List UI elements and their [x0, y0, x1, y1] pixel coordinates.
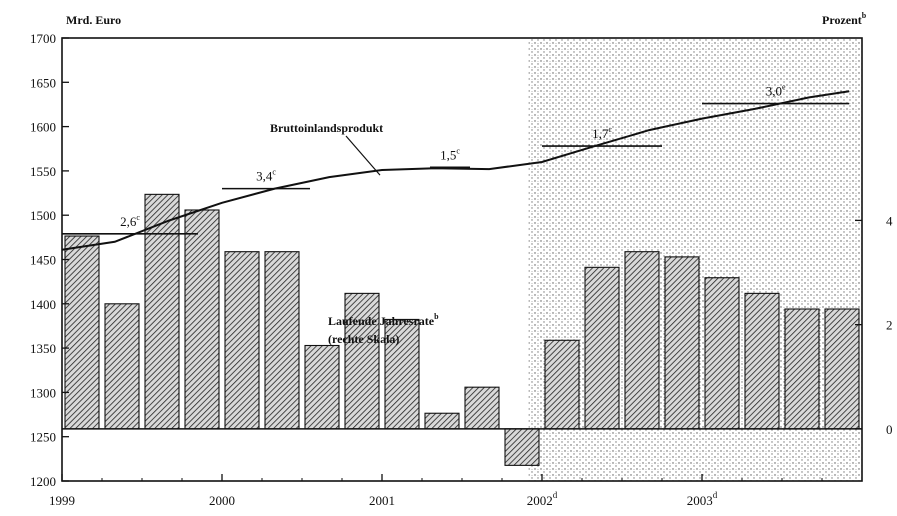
right-axis-tick-label: 4 [886, 213, 893, 228]
right-axis-title: Prozentb [822, 11, 867, 27]
axes: 1700 1650 1600 1550 1500 1450 1400 1350 1300 1250… [30, 31, 893, 508]
bar-series-label: Laufende Jahresrateb [328, 312, 439, 328]
x-axis-tick-label: 1999 [49, 493, 75, 508]
bar [224, 251, 260, 430]
bar [704, 277, 740, 430]
bar [64, 235, 100, 430]
right-axis-tick-label: 0 [886, 422, 893, 437]
bar [464, 386, 500, 430]
annual-average-label: 3,4c [256, 168, 276, 184]
left-axis-tick-label: 1350 [30, 341, 56, 356]
bar [664, 256, 700, 430]
bar [584, 266, 620, 430]
left-axis-tick-label: 1200 [30, 474, 56, 489]
annual-average-label: 1,7c [592, 125, 612, 141]
left-axis-tick-label: 1250 [30, 430, 56, 445]
left-axis-tick-label: 1400 [30, 297, 56, 312]
bar [304, 344, 340, 430]
bar [424, 412, 460, 430]
x-axis-tick-label: 2001 [369, 493, 395, 508]
bar [104, 303, 140, 430]
x-axis-tick-label: 2003d [687, 490, 718, 508]
gdp-series-label: Bruttoinlandsprodukt [270, 121, 383, 135]
bar [824, 308, 860, 430]
annual-average-label: 2,6c [120, 213, 140, 229]
bar [264, 251, 300, 430]
left-axis-title: Mrd. Euro [66, 13, 121, 27]
annual-average-lines: 2,6c 3,4c 1,5c 1,7c 3,0e [62, 83, 850, 235]
bar [544, 339, 580, 430]
x-axis-tick-label: 2002d [527, 490, 558, 508]
bar [504, 428, 540, 466]
annual-average-label: 3,0e [766, 83, 786, 99]
left-axis-tick-label: 1600 [30, 120, 56, 135]
bar-series-sublabel: (rechte Skala) [328, 332, 399, 346]
right-axis-tick-label: 2 [886, 318, 893, 333]
left-axis-tick-label: 1500 [30, 208, 56, 223]
bar [624, 251, 660, 430]
left-axis-tick-label: 1650 [30, 75, 56, 90]
left-axis-tick-label: 1300 [30, 385, 56, 400]
gdp-line [61, 90, 850, 251]
bar [344, 292, 380, 430]
left-axis-tick-label: 1700 [30, 31, 56, 46]
left-axis-tick-label: 1450 [30, 253, 56, 268]
gdp-label-pointer [345, 135, 381, 176]
bar [144, 193, 180, 430]
bar [184, 209, 220, 430]
bar [784, 308, 820, 430]
annual-average-label: 1,5c [440, 146, 460, 162]
left-axis-tick-label: 1550 [30, 164, 56, 179]
bar [744, 292, 780, 430]
x-axis-tick-label: 2000 [209, 493, 235, 508]
bar [384, 318, 420, 430]
